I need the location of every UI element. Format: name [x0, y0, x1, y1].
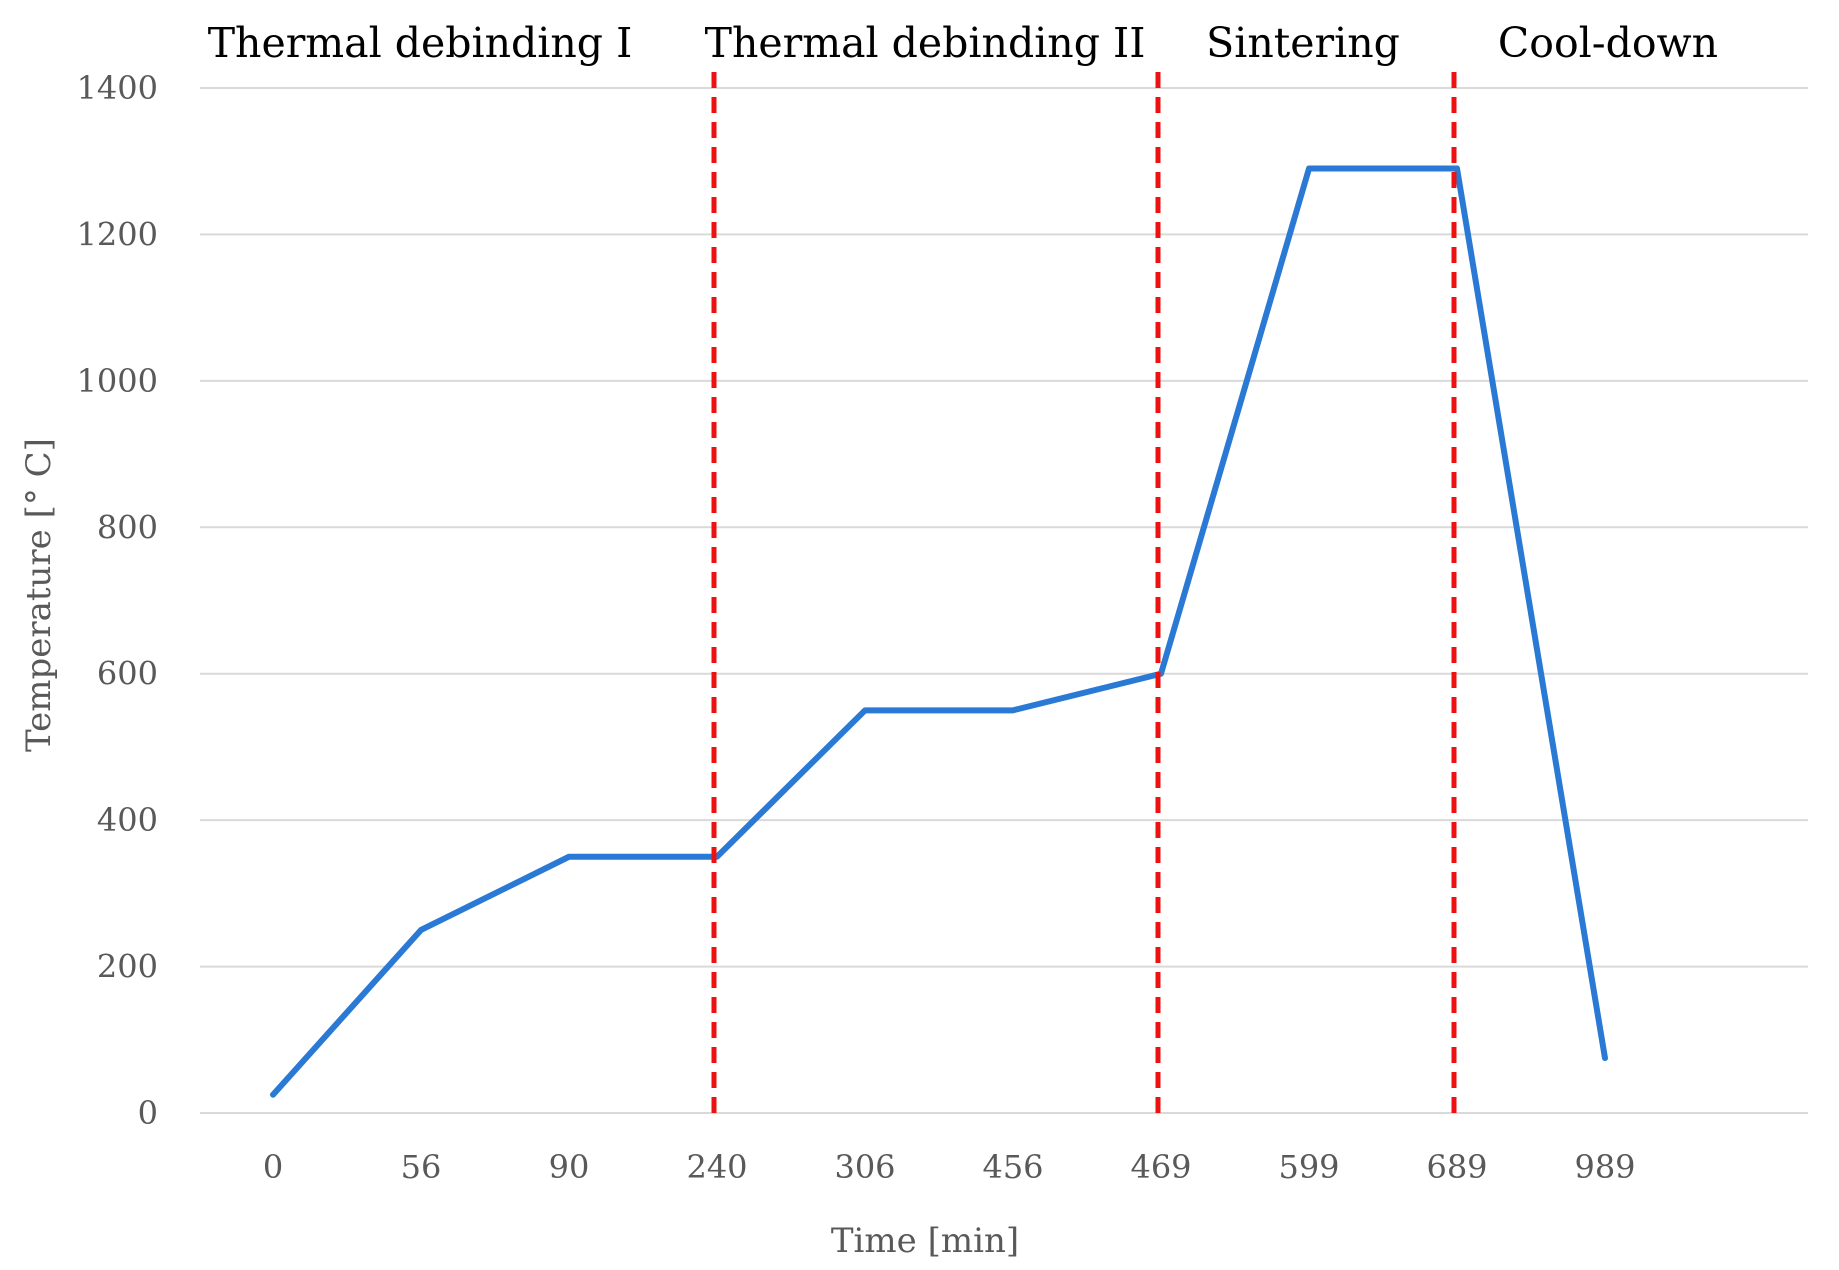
y-tick-label: 1200 [77, 215, 158, 253]
y-tick-label: 600 [97, 655, 158, 693]
x-tick-label: 90 [549, 1148, 590, 1186]
y-tick-label: 0 [138, 1094, 158, 1132]
y-tick-labels: 0 200 400 600 800 1000 1200 1400 [77, 69, 158, 1132]
x-tick-labels: 0 56 90 240 306 456 469 599 689 989 [263, 1148, 1636, 1186]
series-group [270, 165, 1608, 1098]
y-tick-label: 800 [97, 508, 158, 546]
x-tick-label: 56 [401, 1148, 442, 1186]
y-tick-label: 1000 [77, 362, 158, 400]
x-tick-label: 456 [982, 1148, 1043, 1186]
x-tick-label: 599 [1278, 1148, 1339, 1186]
phase-label: Thermal debinding I [208, 19, 633, 67]
phase-label: Sintering [1206, 19, 1400, 67]
phase-label: Cool-down [1498, 19, 1718, 67]
y-axis-title: Temperature [° C] [19, 438, 59, 752]
x-tick-label: 0 [263, 1148, 283, 1186]
x-tick-label: 306 [834, 1148, 895, 1186]
y-tick-label: 200 [97, 948, 158, 986]
y-tick-label: 1400 [77, 69, 158, 107]
x-tick-label: 689 [1426, 1148, 1487, 1186]
x-axis-title: Time [min] [831, 1221, 1019, 1261]
x-tick-label: 240 [686, 1148, 747, 1186]
x-tick-label: 989 [1574, 1148, 1635, 1186]
y-tick-label: 400 [97, 801, 158, 839]
x-tick-label: 469 [1130, 1148, 1191, 1186]
temperature-series-line [270, 165, 1608, 1098]
gridlines [200, 87, 1808, 1114]
phase-labels: Thermal debinding I Thermal debinding II S… [208, 19, 1718, 67]
phase-label: Thermal debinding II [705, 19, 1146, 67]
phase-dividers [711, 72, 1457, 1113]
